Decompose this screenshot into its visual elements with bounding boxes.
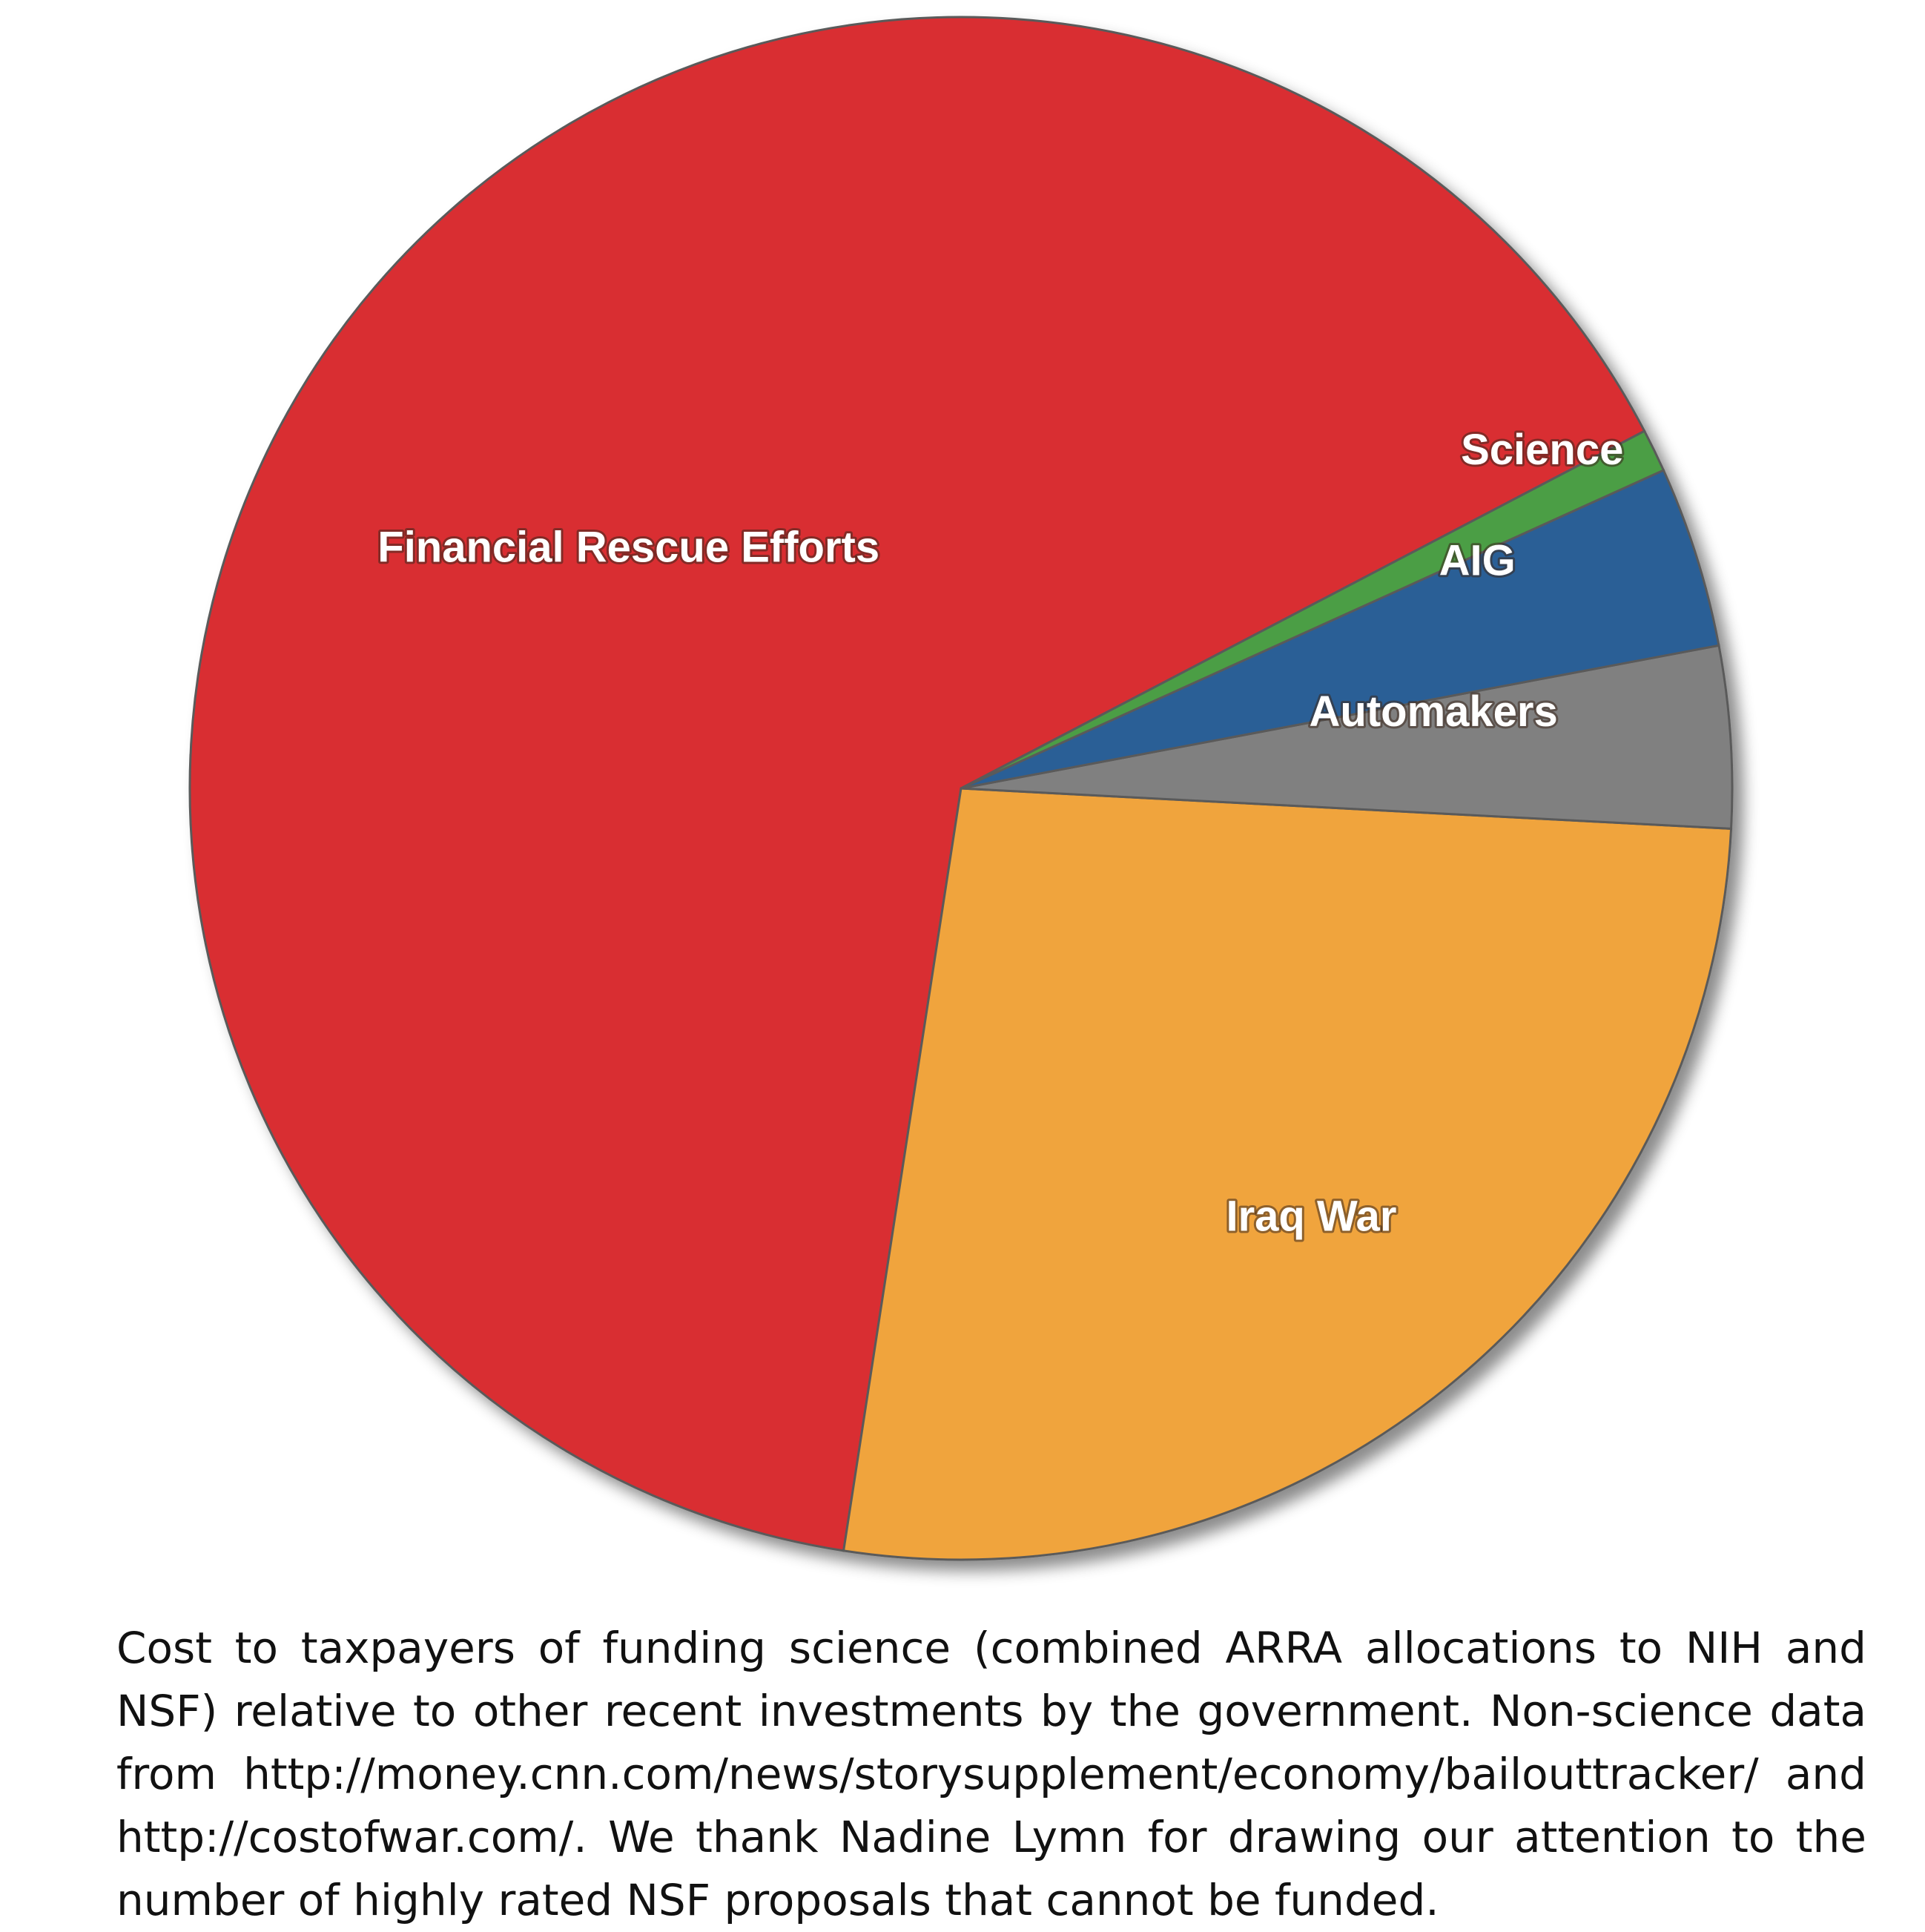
pie-labels: Financial Rescue Efforts Iraq War Automake… bbox=[375, 423, 1625, 1242]
slice-label-iraq-war: Iraq War bbox=[1226, 1192, 1396, 1240]
pie-slice-automakers bbox=[960, 644, 1734, 831]
pie-slice-science bbox=[960, 429, 1665, 790]
pie-slice-iraq-war bbox=[842, 787, 1733, 1561]
pie-slices bbox=[188, 16, 1734, 1561]
slice-label-science: Science bbox=[1461, 426, 1623, 474]
pie-slice-financial-rescue-efforts bbox=[188, 16, 1646, 1552]
slice-label-automakers: Automakers bbox=[1310, 688, 1558, 736]
pie-chart-svg: Financial Rescue Efforts Iraq War Automake… bbox=[188, 16, 1734, 1561]
slice-label-financial-rescue-efforts: Financial Rescue Efforts bbox=[377, 524, 879, 572]
pie-slice-aig bbox=[960, 469, 1720, 790]
pie-chart: Financial Rescue Efforts Iraq War Automake… bbox=[188, 16, 1734, 1561]
figure-caption: Cost to taxpayers of funding science (co… bbox=[116, 1623, 1866, 1925]
slice-label-aig: AIG bbox=[1439, 536, 1516, 584]
